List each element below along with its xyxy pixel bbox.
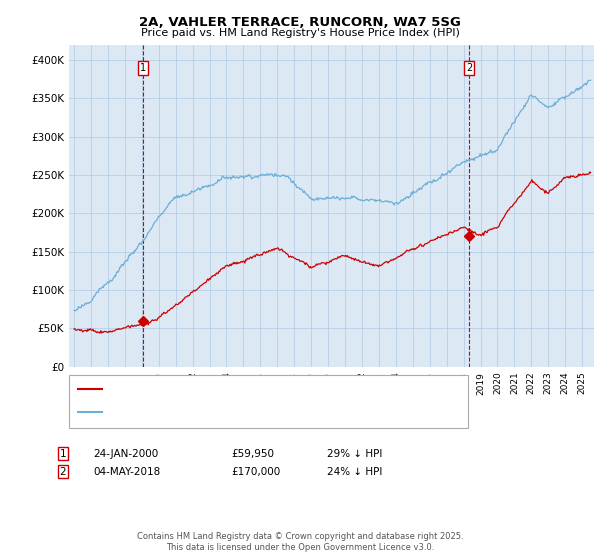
Text: 24% ↓ HPI: 24% ↓ HPI [327, 466, 382, 477]
Text: 2A, VAHLER TERRACE, RUNCORN, WA7 5SG: 2A, VAHLER TERRACE, RUNCORN, WA7 5SG [139, 16, 461, 29]
Text: 1: 1 [140, 63, 146, 73]
Text: 04-MAY-2018: 04-MAY-2018 [93, 466, 160, 477]
Text: HPI: Average price, detached house, Halton: HPI: Average price, detached house, Halt… [106, 407, 334, 417]
Text: 2: 2 [466, 63, 472, 73]
Text: Contains HM Land Registry data © Crown copyright and database right 2025.
This d: Contains HM Land Registry data © Crown c… [137, 532, 463, 552]
Text: 2A, VAHLER TERRACE, RUNCORN, WA7 5SG (detached house): 2A, VAHLER TERRACE, RUNCORN, WA7 5SG (de… [106, 384, 427, 394]
Text: Price paid vs. HM Land Registry's House Price Index (HPI): Price paid vs. HM Land Registry's House … [140, 28, 460, 38]
Text: 24-JAN-2000: 24-JAN-2000 [93, 449, 158, 459]
Text: 2: 2 [59, 466, 67, 477]
Text: 29% ↓ HPI: 29% ↓ HPI [327, 449, 382, 459]
Text: £59,950: £59,950 [231, 449, 274, 459]
Text: £170,000: £170,000 [231, 466, 280, 477]
Text: 1: 1 [59, 449, 67, 459]
